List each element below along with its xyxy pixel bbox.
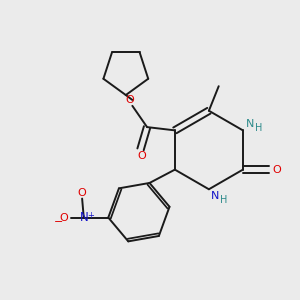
Text: N: N: [80, 211, 88, 224]
Text: −: −: [54, 218, 63, 227]
Text: +: +: [87, 212, 94, 220]
Text: O: O: [60, 213, 68, 223]
Text: O: O: [272, 165, 280, 175]
Text: O: O: [125, 95, 134, 105]
Text: H: H: [255, 123, 262, 133]
Text: O: O: [78, 188, 86, 198]
Text: N: N: [211, 191, 220, 202]
Text: H: H: [220, 195, 227, 205]
Text: O: O: [138, 151, 146, 161]
Text: N: N: [246, 119, 254, 130]
